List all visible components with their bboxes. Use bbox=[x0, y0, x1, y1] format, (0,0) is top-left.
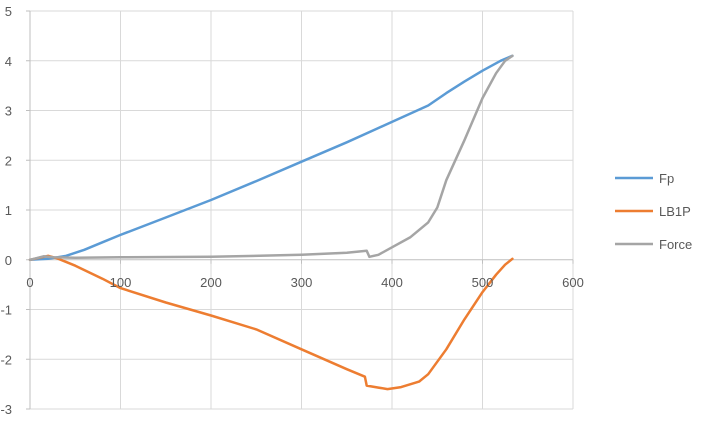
grid bbox=[30, 10, 574, 410]
x-tick-label: 200 bbox=[200, 275, 222, 290]
y-tick-label: 3 bbox=[5, 104, 12, 119]
legend-label-lb1p: LB1P bbox=[659, 204, 691, 219]
series-line-fp bbox=[28, 54, 514, 262]
series-line-force bbox=[28, 54, 514, 262]
x-tick-label: 100 bbox=[110, 275, 132, 290]
y-tick-label: 2 bbox=[5, 153, 12, 168]
y-tick-label: 5 bbox=[5, 4, 12, 19]
y-tick-label: 1 bbox=[5, 203, 12, 218]
y-tick-label: 4 bbox=[5, 54, 12, 69]
y-tick-label: -2 bbox=[0, 352, 12, 367]
series-line-lb1p bbox=[28, 254, 514, 391]
axes bbox=[26, 10, 574, 410]
x-tick-label: 600 bbox=[562, 275, 584, 290]
y-tick-label: -3 bbox=[0, 402, 12, 417]
tick-labels: 0 100 200 300 400 500 600 5 4 3 2 1 0 -1 -2 -3 bbox=[0, 4, 583, 417]
legend: Fp LB1P Force bbox=[615, 171, 692, 252]
x-tick-label: 400 bbox=[381, 275, 403, 290]
y-tick-label: -1 bbox=[0, 303, 12, 318]
x-tick-label: 0 bbox=[26, 275, 33, 290]
legend-label-fp: Fp bbox=[659, 171, 674, 186]
legend-label-force: Force bbox=[659, 237, 692, 252]
x-tick-label: 300 bbox=[291, 275, 313, 290]
x-tick-label: 500 bbox=[472, 275, 494, 290]
y-tick-label: 0 bbox=[5, 253, 12, 268]
plot-area bbox=[28, 54, 514, 391]
